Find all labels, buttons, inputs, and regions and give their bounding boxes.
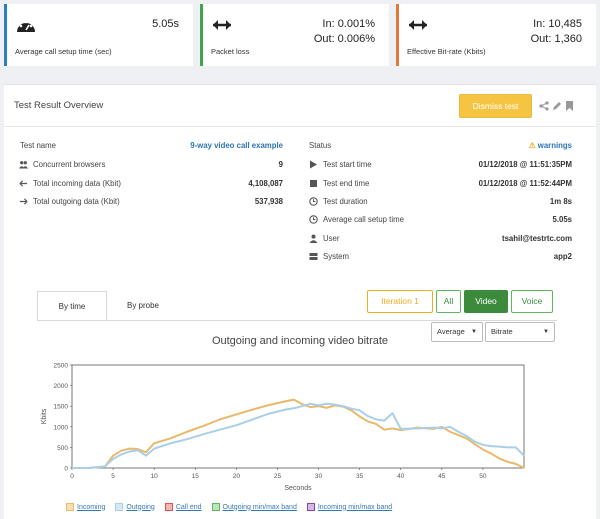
arrows-horizontal-icon [213, 20, 231, 30]
test-duration-label: Test duration [323, 197, 368, 206]
x-axis-label: Seconds [284, 485, 312, 492]
x-tick-label: 5 [111, 473, 115, 480]
y-tick-label: 1500 [54, 404, 69, 411]
x-tick-label: 45 [438, 473, 446, 480]
concurrent-browsers-value: 9 [278, 160, 283, 169]
series-line-outgoing [72, 402, 525, 469]
legend-swatch-incoming [66, 503, 74, 511]
arrows-horizontal-icon [409, 20, 427, 30]
stat-card-bitrate: In: 10,485 Out: 1,360 Effective Bit-rate … [396, 4, 596, 66]
pencil-icon[interactable] [552, 101, 562, 111]
legend-swatch-incoming-band [306, 503, 315, 511]
status-label: Status [309, 141, 332, 150]
legend-swatch-outgoing-band [211, 503, 220, 511]
tab-by-probe[interactable]: By probe [126, 301, 160, 310]
test-name-link[interactable]: 9-way video call example [190, 141, 283, 150]
arrow-right-icon [19, 198, 28, 205]
filter-all-button[interactable]: All [436, 290, 461, 313]
share-icon[interactable] [539, 101, 549, 111]
call-setup-label: Average call setup time (sec) [15, 47, 112, 56]
panel-title: Test Result Overview [14, 100, 104, 111]
user-value: tsahil@testrtc.com [502, 234, 572, 243]
arrow-left-icon [19, 180, 28, 187]
x-tick-label: 0 [70, 473, 74, 480]
x-tick-label: 40 [397, 473, 405, 480]
bitrate-value: In: 10,485 Out: 1,360 [530, 18, 582, 45]
series-line-incoming [72, 398, 525, 469]
y-axis-label: Kbits [41, 408, 48, 424]
panel-divider [4, 126, 596, 127]
bitrate-chart: 0 500 1000 1500 2000 2500 0 5 10 15 20 25 30 35 40 45 50… [41, 363, 525, 492]
server-icon [309, 253, 318, 260]
y-tick-label: 500 [57, 445, 68, 452]
filter-video-button[interactable]: Video [464, 290, 508, 313]
speedometer-icon [17, 20, 35, 32]
total-incoming-label: Total incoming data (Kbit) [33, 179, 121, 188]
test-result-panel: Test Result Overview Dismiss test Test n… [4, 84, 596, 519]
play-icon [310, 160, 317, 169]
legend-outgoing-band[interactable]: Outgoing min/max band [211, 503, 297, 511]
legend-call-end[interactable]: Call end [164, 503, 202, 511]
y-tick-label: 2500 [54, 363, 69, 370]
users-icon [19, 161, 28, 169]
filter-voice-button[interactable]: Voice [511, 290, 553, 313]
metric-select[interactable]: Bitrate ▼ [485, 322, 555, 342]
total-outgoing-value: 537,938 [254, 197, 283, 206]
chevron-down-icon: ▼ [543, 329, 549, 335]
bookmark-icon[interactable] [565, 101, 574, 111]
avg-call-setup-value: 5.05s [552, 215, 572, 224]
warning-icon: ⚠ [528, 141, 536, 150]
test-start-label: Test start time [323, 160, 372, 169]
legend-outgoing[interactable]: Outgoing [115, 503, 155, 511]
stat-card-call-setup: 5.05s Average call setup time (sec) [4, 4, 193, 66]
aggregate-select[interactable]: Average ▼ [431, 322, 483, 342]
user-icon [309, 234, 318, 243]
call-setup-value: 5.05s [152, 18, 179, 30]
test-end-label: Test end time [323, 179, 370, 188]
legend-incoming-band[interactable]: Incoming min/max band [306, 503, 392, 511]
tab-by-time[interactable]: By time [37, 291, 107, 321]
legend-swatch-call-end [164, 503, 173, 511]
filter-iteration-button[interactable]: Iteration 1 [367, 290, 433, 313]
legend-incoming[interactable]: Incoming [66, 503, 105, 511]
x-tick-label: 10 [151, 473, 159, 480]
status-value: ⚠ warnings [528, 141, 572, 150]
test-duration-value: 1m 8s [549, 197, 572, 206]
clock-icon [309, 197, 318, 206]
plot-area [71, 364, 525, 469]
chart-legend: Incoming Outgoing Call end Outgoing min/… [66, 503, 392, 511]
user-label: User [323, 234, 340, 243]
tab-underline [37, 320, 557, 321]
test-name-label: Test name [20, 141, 56, 150]
panel-tools [539, 101, 574, 111]
concurrent-browsers-label: Concurrent browsers [33, 160, 106, 169]
x-tick-label: 30 [315, 473, 323, 480]
chevron-down-icon: ▼ [471, 329, 477, 335]
avg-call-setup-label: Average call setup time [323, 215, 404, 224]
total-incoming-value: 4,108,087 [248, 179, 283, 188]
x-tick-label: 50 [479, 473, 487, 480]
bitrate-label: Effective Bit-rate (Kbits) [407, 47, 486, 56]
test-start-value: 01/12/2018 @ 11:51:35PM [478, 160, 572, 169]
chart-title: Outgoing and incoming video bitrate [211, 335, 389, 347]
x-tick-label: 25 [274, 473, 282, 480]
x-tick-label: 20 [233, 473, 241, 480]
test-end-value: 01/12/2018 @ 11:52:44PM [478, 179, 572, 188]
legend-swatch-outgoing [115, 503, 124, 511]
system-label: System [323, 252, 349, 261]
packet-loss-label: Packet loss [211, 47, 250, 56]
system-value: app2 [553, 252, 572, 261]
clock-icon [309, 215, 318, 224]
stop-icon [310, 180, 317, 187]
y-tick-label: 1000 [54, 424, 69, 431]
x-tick-label: 35 [356, 473, 364, 480]
y-tick-label: 0 [64, 466, 68, 473]
y-tick-label: 2000 [54, 383, 69, 390]
total-outgoing-label: Total outgoing data (Kbit) [33, 197, 120, 206]
x-tick-label: 15 [192, 473, 200, 480]
packet-loss-value: In: 0.001% Out: 0.006% [313, 18, 375, 45]
dismiss-test-button[interactable]: Dismiss test [459, 94, 532, 118]
stat-card-packet-loss: In: 0.001% Out: 0.006% Packet loss [200, 4, 389, 66]
